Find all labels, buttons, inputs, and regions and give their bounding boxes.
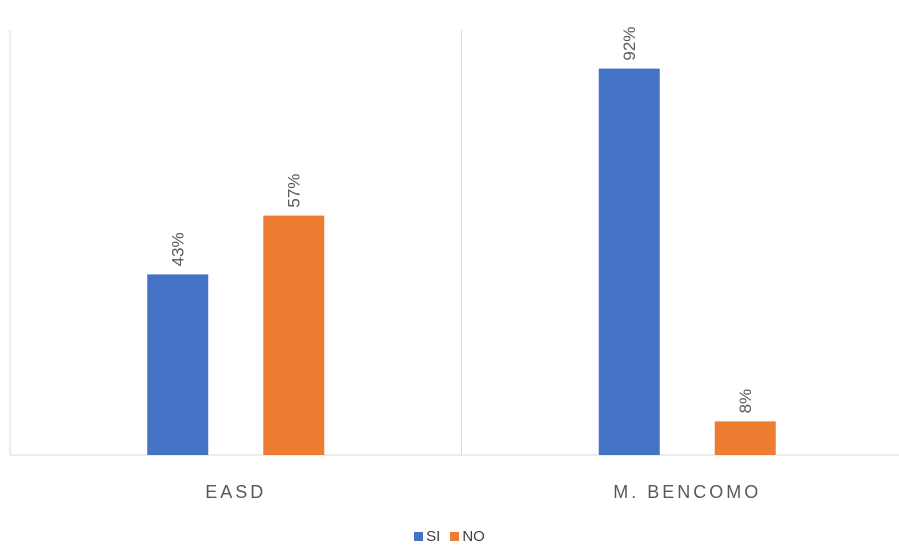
- legend-item-si: SI: [414, 528, 440, 545]
- data-label: 57%: [285, 174, 304, 208]
- legend-label-no: NO: [462, 528, 485, 545]
- legend-swatch-no: [450, 532, 460, 541]
- legend-item-no: NO: [450, 528, 485, 545]
- data-label: 43%: [169, 232, 188, 266]
- x-tick-label: M. BENCOMO: [613, 482, 761, 502]
- bar-si-easd: [147, 274, 209, 455]
- bar-si-m-bencomo: [598, 68, 660, 455]
- data-label: 8%: [736, 389, 755, 414]
- legend: SI NO: [0, 528, 899, 545]
- legend-label-si: SI: [426, 528, 441, 545]
- x-tick-label: EASD: [205, 482, 266, 502]
- data-label: 92%: [620, 27, 639, 61]
- plot-area: 43% 57% EASD 92% 8% M. BENCOMO: [9, 27, 899, 502]
- bar-no-easd: [263, 215, 325, 455]
- bar-no-m-bencomo: [714, 421, 776, 455]
- legend-swatch-si: [414, 532, 424, 541]
